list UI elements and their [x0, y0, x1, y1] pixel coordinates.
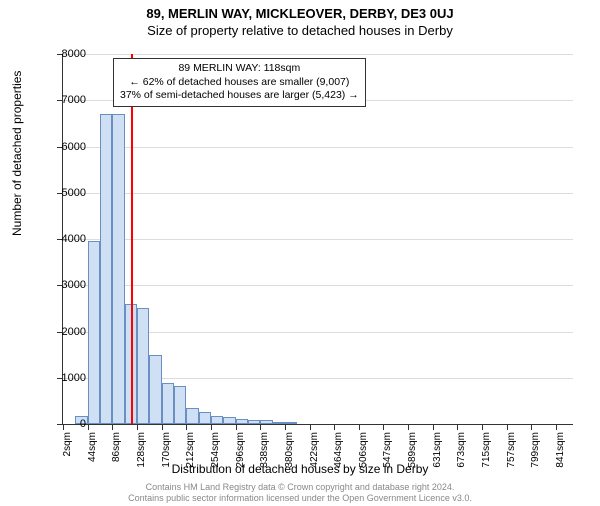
x-tick	[137, 424, 138, 430]
y-tick-label: 0	[46, 418, 86, 430]
y-tick-label: 2000	[46, 326, 86, 338]
x-tick-label: 631sqm	[432, 432, 443, 476]
x-tick-label: 547sqm	[382, 432, 393, 476]
histogram-bar	[112, 114, 124, 424]
y-tick-label: 3000	[46, 279, 86, 291]
footer-line1: Contains HM Land Registry data © Crown c…	[0, 482, 600, 493]
histogram-bar	[149, 355, 161, 424]
chart-area: 89 MERLIN WAY: 118sqm ← 62% of detached …	[62, 54, 573, 425]
x-tick-label: 799sqm	[530, 432, 541, 476]
histogram-bar	[174, 386, 186, 424]
x-tick	[112, 424, 113, 430]
histogram-bar	[211, 416, 223, 424]
histogram-bar	[100, 114, 112, 424]
footer: Contains HM Land Registry data © Crown c…	[0, 482, 600, 504]
x-tick-label: 254sqm	[210, 432, 221, 476]
gridline	[63, 54, 573, 55]
x-tick-label: 86sqm	[111, 432, 122, 476]
x-tick-label: 296sqm	[235, 432, 246, 476]
histogram-bar	[236, 419, 248, 424]
histogram-bar	[137, 308, 149, 424]
y-tick-label: 8000	[46, 48, 86, 60]
x-tick	[383, 424, 384, 430]
x-tick	[162, 424, 163, 430]
y-tick-label: 1000	[46, 372, 86, 384]
histogram-bar	[273, 422, 285, 424]
x-tick-label: 44sqm	[87, 432, 98, 476]
x-tick	[88, 424, 89, 430]
x-tick-label: 715sqm	[481, 432, 492, 476]
y-tick-label: 4000	[46, 233, 86, 245]
gridline	[63, 193, 573, 194]
x-tick	[507, 424, 508, 430]
histogram-bar	[186, 408, 198, 424]
x-tick-label: 2sqm	[62, 432, 73, 476]
histogram-bar	[260, 420, 272, 424]
histogram-bar	[199, 412, 211, 424]
footer-line2: Contains public sector information licen…	[0, 493, 600, 504]
annotation-line1: 89 MERLIN WAY: 118sqm	[120, 62, 359, 76]
x-tick	[260, 424, 261, 430]
x-tick-label: 170sqm	[161, 432, 172, 476]
x-tick	[482, 424, 483, 430]
gridline	[63, 147, 573, 148]
histogram-bar	[285, 422, 297, 424]
x-tick-label: 589sqm	[407, 432, 418, 476]
x-tick	[310, 424, 311, 430]
y-tick-label: 6000	[46, 141, 86, 153]
histogram-bar	[223, 417, 235, 424]
x-tick-label: 506sqm	[358, 432, 369, 476]
x-tick-label: 757sqm	[506, 432, 517, 476]
x-tick	[531, 424, 532, 430]
x-tick	[334, 424, 335, 430]
y-tick-label: 7000	[46, 94, 86, 106]
x-tick	[359, 424, 360, 430]
x-tick	[408, 424, 409, 430]
x-tick-label: 464sqm	[333, 432, 344, 476]
annotation-line3: 37% of semi-detached houses are larger (…	[120, 89, 359, 103]
histogram-bar	[248, 420, 260, 424]
gridline	[63, 239, 573, 240]
histogram-bar	[88, 241, 100, 424]
x-tick-label: 380sqm	[284, 432, 295, 476]
x-tick-label: 128sqm	[136, 432, 147, 476]
x-tick	[236, 424, 237, 430]
gridline	[63, 285, 573, 286]
x-tick-label: 841sqm	[555, 432, 566, 476]
x-tick	[433, 424, 434, 430]
x-tick-label: 212sqm	[185, 432, 196, 476]
annotation-box: 89 MERLIN WAY: 118sqm ← 62% of detached …	[113, 58, 366, 107]
x-tick	[457, 424, 458, 430]
x-tick-label: 422sqm	[309, 432, 320, 476]
annotation-line2: ← 62% of detached houses are smaller (9,…	[120, 76, 359, 90]
x-tick	[556, 424, 557, 430]
y-tick-label: 5000	[46, 187, 86, 199]
marker-line	[131, 54, 133, 424]
y-axis-title: Number of detached properties	[10, 71, 24, 236]
histogram-bar	[162, 383, 174, 424]
x-tick	[186, 424, 187, 430]
x-tick-label: 673sqm	[456, 432, 467, 476]
x-tick-label: 338sqm	[259, 432, 270, 476]
x-tick	[285, 424, 286, 430]
title-sub: Size of property relative to detached ho…	[0, 23, 600, 38]
title-main: 89, MERLIN WAY, MICKLEOVER, DERBY, DE3 0…	[0, 6, 600, 21]
x-tick	[211, 424, 212, 430]
